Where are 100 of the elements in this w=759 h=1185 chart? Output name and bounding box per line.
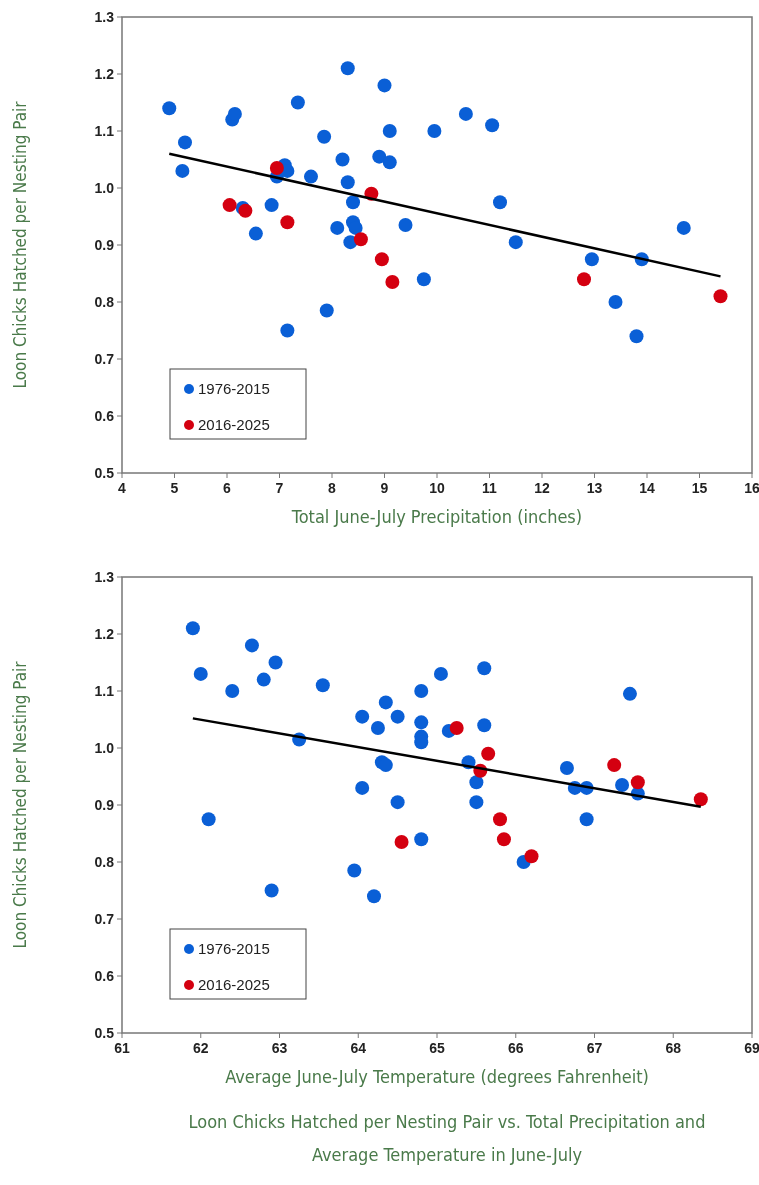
x-tick-label: 62 [192, 1040, 209, 1056]
point [355, 709, 370, 724]
y-tick-label: 1.3 [94, 8, 115, 25]
point [414, 715, 429, 730]
point [477, 718, 492, 733]
point [385, 275, 400, 290]
y-tick-label: 1.3 [94, 568, 115, 585]
x-tick-label: 14 [639, 480, 655, 496]
y-tick-label: 1.1 [94, 682, 115, 699]
point [244, 638, 259, 653]
point [378, 758, 393, 773]
x-tick-label: 13 [586, 480, 603, 496]
point [317, 129, 332, 144]
x-tick-label: 5 [170, 480, 179, 496]
point [367, 889, 381, 904]
point [225, 684, 240, 698]
point [493, 195, 507, 210]
point [248, 226, 263, 241]
y-tick-label: 0.7 [94, 350, 115, 367]
point [508, 235, 523, 250]
x-tick-label: 8 [328, 480, 337, 496]
legend-label: 2016-2025 [198, 416, 270, 434]
y-tick-label: 1.0 [94, 739, 115, 756]
y-tick-label: 0.7 [94, 910, 115, 927]
y-tick-label: 0.5 [94, 464, 115, 481]
x-tick-label: 67 [586, 1040, 603, 1056]
y-tick-label: 1.2 [94, 625, 115, 642]
point [348, 220, 363, 235]
point [629, 329, 644, 344]
point [477, 661, 492, 676]
point [377, 78, 392, 93]
point [394, 835, 409, 850]
point [469, 795, 484, 810]
x-axis-title: Average June-July Temperature (degrees Fahrenheit) [225, 1066, 649, 1087]
point [378, 695, 393, 710]
point [353, 232, 368, 247]
point [374, 252, 389, 267]
x-tick-label: 68 [665, 1040, 682, 1056]
y-tick-label: 0.9 [94, 796, 115, 813]
point [607, 758, 622, 773]
x-tick-label: 16 [744, 480, 759, 496]
point [414, 832, 429, 847]
point [427, 124, 442, 138]
x-tick-label: 6 [223, 480, 232, 496]
y-tick-label: 0.8 [94, 853, 115, 870]
point [713, 289, 728, 304]
point [433, 666, 448, 681]
point [693, 792, 708, 807]
point [340, 61, 355, 76]
point [630, 775, 645, 790]
point [304, 169, 318, 184]
point [390, 709, 405, 724]
y-tick-label: 1.2 [94, 65, 115, 82]
point [340, 175, 355, 190]
x-axis-title: Total June-July Precipitation (inches) [290, 506, 583, 527]
point [577, 272, 591, 287]
text: Loon Chicks Hatched per Nesting Pair vs. Total Precipitation and Average Temperature in June-July [188, 1111, 706, 1165]
point [355, 780, 370, 795]
y-tick-label: 0.5 [94, 1024, 115, 1041]
point [398, 218, 413, 233]
y-tick-label: 0.9 [94, 236, 115, 253]
point [201, 812, 216, 827]
x-tick-label: 15 [691, 480, 708, 496]
x-tick-label: 61 [114, 1040, 130, 1056]
point [615, 778, 630, 793]
point [608, 295, 623, 309]
point [372, 149, 387, 164]
x-tick-label: 64 [350, 1040, 367, 1056]
point [280, 323, 295, 338]
point [185, 621, 200, 636]
point [264, 198, 279, 213]
x-tick-label: 69 [744, 1040, 759, 1056]
y-tick-label: 0.8 [94, 293, 115, 310]
point [227, 106, 242, 121]
point [676, 220, 691, 235]
point [315, 678, 330, 693]
x-tick-label: 12 [534, 480, 550, 496]
y-axis-title: Loon Chicks Hatched per Nesting Pair [10, 100, 30, 389]
point [458, 106, 473, 121]
point [481, 746, 496, 761]
x-tick-label: 11 [482, 480, 498, 496]
point [268, 655, 283, 670]
point [290, 95, 305, 110]
y-tick-label: 0.6 [94, 967, 115, 984]
point [382, 155, 397, 170]
point [496, 832, 511, 847]
y-tick-label: 0.6 [94, 407, 115, 424]
point [175, 163, 190, 178]
x-tick-label: 7 [275, 480, 284, 496]
x-tick-label: 10 [429, 480, 445, 496]
point [280, 215, 295, 230]
x-tick-label: 65 [429, 1040, 445, 1056]
point [264, 883, 279, 898]
point [579, 812, 594, 827]
point [193, 666, 208, 681]
point [414, 684, 429, 698]
point [347, 863, 362, 878]
point [485, 118, 500, 133]
x-tick-label: 4 [118, 480, 127, 496]
legend-label: 1976-2015 [198, 380, 270, 398]
